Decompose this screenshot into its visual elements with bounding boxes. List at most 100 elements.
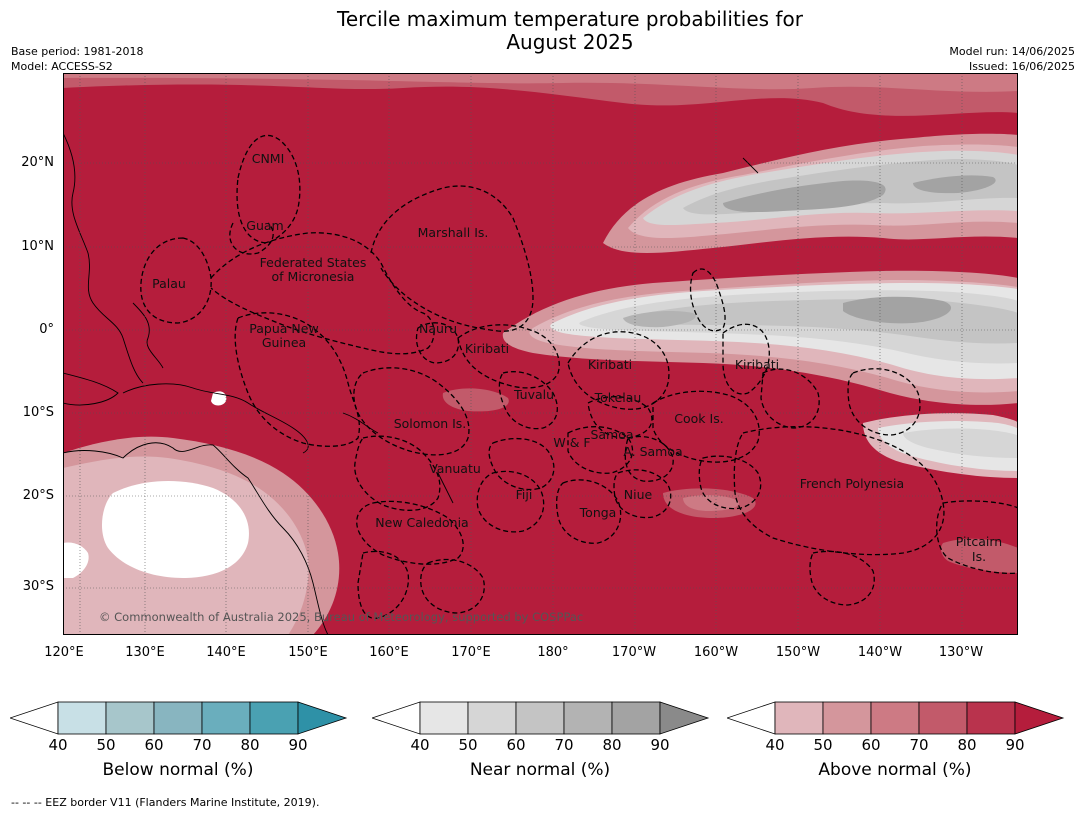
label-pitcairn-line2: Is. (972, 549, 986, 564)
legend-near-swatch-3 (563, 701, 613, 735)
label-cnmi: CNMI (252, 151, 285, 166)
lat-tick-30s: 30°S (22, 579, 54, 594)
legend-below-swatch-4 (249, 701, 299, 735)
eez-marshall (370, 185, 534, 332)
label-kiribati-west: Kiribati (465, 341, 509, 356)
legend-above-upper-arrow (1014, 701, 1065, 735)
label-vanuatu: Vanuatu (429, 461, 481, 476)
legend-below-swatch-2 (153, 701, 203, 735)
legend-near-tick-80: 80 (602, 736, 622, 754)
model-name: Model: ACCESS-S2 (11, 60, 113, 73)
legend-below-swatches (57, 701, 299, 735)
label-fsm-line2: of Micronesia (272, 269, 355, 284)
legend-near-swatches (419, 701, 661, 735)
legend-above-colorbar (727, 701, 1065, 735)
legend-above-swatch-4 (966, 701, 1016, 735)
upper-grey-band (603, 133, 1018, 253)
legend-below-lower-arrow (10, 701, 59, 735)
lon-tick-140e: 140°E (206, 645, 246, 660)
legend-near-tick-70: 70 (554, 736, 574, 754)
eez-tokelau (587, 396, 653, 439)
lat-tick-20s: 20°S (22, 488, 54, 503)
legend-below-tick-80: 80 (240, 736, 260, 754)
legend-near-swatch-2 (515, 701, 565, 735)
legend-above-title: Above normal (%) (818, 760, 972, 780)
eez-norfolk (420, 558, 485, 614)
label-samoa: Samoa (590, 427, 633, 442)
map-border (63, 73, 1018, 635)
legend-near-lower-arrow (372, 701, 421, 735)
eez-kiribati-central (567, 331, 670, 410)
eez-footnote: -- -- -- EEZ border V11 (Flanders Marine… (11, 796, 320, 809)
eez-vanuatu (354, 435, 441, 511)
australia-coast (63, 442, 329, 635)
label-guam: Guam (246, 218, 283, 233)
legend-near-tick-50: 50 (458, 736, 478, 754)
copyright-notice: © Commonwealth of Australia 2025, Bureau… (99, 610, 583, 624)
meta-right: Model run: 14/06/2025 Issued: 16/06/2025 (949, 44, 1075, 74)
legend-above-tick-50: 50 (813, 736, 833, 754)
label-palau: Palau (152, 276, 186, 291)
scattered-patches (211, 388, 1018, 573)
legend-above-swatch-2 (870, 701, 920, 735)
north-band (63, 73, 1018, 116)
map: CNMI Guam Marshall Is. Federated States … (63, 73, 1018, 635)
label-png-line1: Papua New (249, 321, 318, 336)
hawaii-coast (742, 157, 759, 174)
eez-fiji (476, 470, 545, 533)
legend-above-swatches (774, 701, 1016, 735)
title-line-2: August 2025 (506, 30, 634, 54)
label-pitcairn-line1: Pitcairn (956, 534, 1002, 549)
lon-tick-180: 180° (537, 645, 569, 660)
eez-lord-howe (357, 550, 410, 619)
map-title: Tercile maximum temperature probabilitie… (200, 8, 940, 54)
title-line-1: Tercile maximum temperature probabilitie… (337, 7, 803, 31)
lon-tick-140w: 140°W (857, 645, 903, 660)
lon-tick-170w: 170°W (611, 645, 657, 660)
legend-above-tick-90: 90 (1005, 736, 1025, 754)
legend-above-tick-80: 80 (957, 736, 977, 754)
eez-borders (140, 134, 1018, 619)
legend-below-swatch-1 (105, 701, 155, 735)
legend-below-normal (10, 700, 350, 736)
legend-above-lower-arrow (727, 701, 776, 735)
legend-above-swatch-3 (918, 701, 968, 735)
legend-below-tick-60: 60 (144, 736, 164, 754)
eez-niue (613, 469, 672, 519)
australia-region (63, 436, 340, 635)
label-kiribati-east: Kiribati (735, 357, 779, 372)
legend-above-tick-60: 60 (861, 736, 881, 754)
legend-above-tick-70: 70 (909, 736, 929, 754)
lat-tick-20n: 20°N (21, 155, 54, 170)
eez-tuvalu (498, 371, 558, 430)
label-fsm-line1: Federated States (260, 255, 367, 270)
label-fiji: Fiji (516, 487, 533, 502)
legend-near-swatch-1 (467, 701, 517, 735)
legend-below-tick-90: 90 (288, 736, 308, 754)
legend-near-colorbar (372, 701, 710, 735)
label-french-polynesia: French Polynesia (800, 476, 904, 491)
meta-left: Base period: 1981-2018 Model: ACCESS-S2 (11, 44, 143, 74)
eez-line-islands-north (689, 268, 726, 332)
legend-below-colorbar (10, 701, 348, 735)
legend-below-tick-70: 70 (192, 736, 212, 754)
legend-near-tick-60: 60 (506, 736, 526, 754)
map-svg: CNMI Guam Marshall Is. Federated States … (63, 73, 1018, 635)
legend-above-tick-40: 40 (765, 736, 785, 754)
legend-near-swatch-4 (611, 701, 661, 735)
eez-cnmi (236, 134, 301, 244)
eez-fsm (210, 232, 435, 355)
legend-above-normal (727, 700, 1067, 736)
eez-fp-south (809, 550, 875, 606)
region-labels: CNMI Guam Marshall Is. Federated States … (152, 151, 1002, 564)
legend-near-tick-90: 90 (650, 736, 670, 754)
legend-below-swatch-3 (201, 701, 251, 735)
lat-tick-0: 0° (39, 322, 54, 337)
solomon-coast (342, 412, 379, 434)
lon-tick-150e: 150°E (288, 645, 328, 660)
label-niue: Niue (624, 487, 653, 502)
label-solomon-islands: Solomon Is. (394, 416, 467, 431)
lat-tick-10n: 10°N (21, 239, 54, 254)
label-tokelau: Tokelau (594, 390, 642, 405)
eez-marquesas (760, 368, 820, 429)
